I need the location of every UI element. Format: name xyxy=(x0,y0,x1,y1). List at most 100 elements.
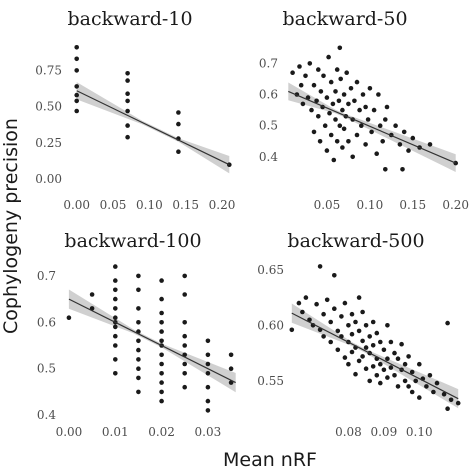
data-point xyxy=(182,371,187,376)
data-point xyxy=(406,354,411,359)
data-point xyxy=(159,371,164,376)
data-point xyxy=(159,389,164,395)
data-point xyxy=(413,378,419,384)
data-point xyxy=(326,54,331,60)
data-point xyxy=(363,323,369,328)
facet-title: backward-500 xyxy=(287,230,424,252)
y-axis-label: Cophylogeny precision xyxy=(0,118,22,334)
x-tick-label: 0.05 xyxy=(100,198,127,212)
data-point xyxy=(360,354,365,359)
data-point xyxy=(309,107,314,113)
x-tick-label: 0.10 xyxy=(136,198,163,212)
y-tick-label: 0.60 xyxy=(257,318,284,332)
data-point xyxy=(316,114,321,119)
data-point xyxy=(397,142,403,147)
y-tick-label: 0.4 xyxy=(259,150,278,164)
data-point xyxy=(383,117,388,122)
data-point xyxy=(314,98,319,104)
data-point xyxy=(74,56,79,62)
data-point xyxy=(363,366,369,372)
data-point xyxy=(328,132,334,138)
data-point xyxy=(332,273,337,278)
data-point xyxy=(344,70,350,75)
data-point xyxy=(342,355,348,360)
data-point xyxy=(136,273,141,279)
regression-line xyxy=(76,90,230,166)
facet-1: backward-10 0.00 0.25 0.50 0.75 0.00 0.05 0.10 0… xyxy=(35,8,235,212)
x-tick-label: 0.03 xyxy=(195,425,222,439)
data-point xyxy=(349,331,355,337)
data-point xyxy=(400,167,405,172)
data-point xyxy=(392,373,397,378)
y-tick-label: 0.00 xyxy=(35,172,62,186)
data-point xyxy=(370,319,376,325)
facet-2: backward-50 0.4 0.5 0.6 0.7 0.05 0.10 0.15 0.20 xyxy=(259,8,469,212)
data-point xyxy=(159,278,164,283)
data-point xyxy=(159,296,164,302)
data-point xyxy=(381,347,387,353)
data-point xyxy=(89,292,95,297)
facet-title: backward-100 xyxy=(64,230,201,252)
facet-4: backward-500 0.55 0.60 0.65 0.08 0.09 0.10 xyxy=(257,230,461,439)
x-tick-label: 0.00 xyxy=(63,198,90,212)
data-point xyxy=(311,82,317,88)
y-tick-label: 0.50 xyxy=(35,100,62,114)
data-point xyxy=(113,264,118,269)
data-point xyxy=(335,347,341,353)
data-point xyxy=(395,384,401,389)
data-point xyxy=(125,71,130,76)
data-point xyxy=(340,107,345,113)
data-point xyxy=(378,380,383,386)
data-point xyxy=(289,327,295,333)
data-point xyxy=(205,398,211,404)
x-tick-label: 0.08 xyxy=(335,425,362,439)
data-point xyxy=(367,378,373,384)
data-point xyxy=(363,104,368,110)
data-point xyxy=(316,67,321,72)
data-point xyxy=(399,341,404,347)
data-point xyxy=(353,371,358,377)
data-point xyxy=(125,108,130,114)
data-point xyxy=(395,356,401,362)
data-point xyxy=(205,352,211,358)
data-point xyxy=(113,278,118,283)
data-point xyxy=(182,320,187,325)
data-point xyxy=(136,357,141,362)
data-point xyxy=(74,92,79,98)
data-point xyxy=(380,139,386,144)
data-point xyxy=(385,375,390,380)
y-tick-label: 0.6 xyxy=(37,315,56,329)
data-point xyxy=(363,345,369,350)
data-point xyxy=(331,157,337,163)
data-point xyxy=(136,338,141,344)
data-point xyxy=(159,352,164,358)
data-point xyxy=(328,319,334,325)
data-point xyxy=(346,361,351,367)
data-point xyxy=(113,333,118,339)
x-axis-label: Mean nRF xyxy=(223,449,317,471)
data-point xyxy=(333,117,338,122)
x-tick-label: 0.15 xyxy=(172,198,199,212)
data-point xyxy=(377,123,383,128)
data-point xyxy=(409,389,415,395)
data-point xyxy=(346,139,351,144)
data-point xyxy=(342,300,348,306)
data-point xyxy=(159,310,164,316)
data-point xyxy=(341,92,347,97)
y-tick-label: 0.7 xyxy=(37,269,56,283)
y-tick-label: 0.4 xyxy=(37,408,56,422)
data-point xyxy=(321,334,326,339)
x-tick-label: 0.00 xyxy=(56,425,83,439)
data-point xyxy=(159,329,164,334)
y-tick-label: 0.75 xyxy=(35,63,62,77)
data-point xyxy=(431,389,436,395)
data-point xyxy=(307,317,312,323)
data-point xyxy=(182,384,187,390)
facet-title: backward-50 xyxy=(282,8,407,30)
data-point xyxy=(393,123,398,128)
data-point xyxy=(374,151,380,156)
data-point xyxy=(314,301,319,307)
data-point xyxy=(321,311,326,317)
data-point xyxy=(205,338,211,344)
